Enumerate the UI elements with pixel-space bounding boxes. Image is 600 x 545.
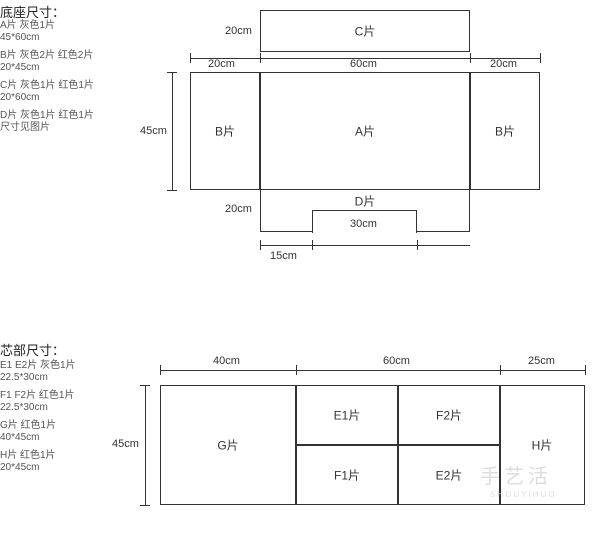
spec-d-line2: 尺寸见图片 [0,122,94,134]
dimline-bottom-left [145,385,146,505]
tick-t4 [540,53,541,63]
spec-h: H片 红色1片 20*45cm [0,450,56,474]
watermark-sub: SHOUYIHUO [490,490,556,499]
spec-a-line1: A片 灰色1片 [0,20,55,32]
spec-e: E1 E2片 灰色1片 22.5*30cm [0,360,76,384]
label-e2: E2片 [436,467,463,484]
label-b-left: B片 [215,123,235,140]
tick-bt4 [585,365,586,375]
spec-b-line1: B片 灰色2片 红色2片 [0,50,93,62]
spec-c-line1: C片 灰色1片 红色1片 [0,80,94,92]
spec-c: C片 灰色1片 红色1片 20*60cm [0,80,94,104]
tick-db3 [417,240,418,250]
watermark-main: 手艺活 [480,460,552,489]
spec-e-line2: 22.5*30cm [0,372,76,384]
tick-t2 [260,53,261,63]
spec-f-line1: F1 F2片 红色1片 [0,390,74,402]
bottom-section-title: 芯部尺寸： [0,340,65,359]
dim-w-left: 40cm [213,355,240,367]
dimline-bottom-top [160,370,585,371]
dimline-left45 [172,72,173,190]
label-d: D片 [355,193,376,210]
tick-bt1 [160,365,161,375]
dim-bottom-height: 45cm [112,438,139,450]
dim-w-right: 25cm [528,355,555,367]
spec-b-line2: 20*45cm [0,62,93,74]
spec-g-line1: G片 红色1片 [0,420,56,432]
spec-b: B片 灰色2片 红色2片 20*45cm [0,50,93,74]
spec-d: D片 灰色1片 红色1片 尺寸见图片 [0,110,94,134]
spec-f: F1 F2片 红色1片 22.5*30cm [0,390,74,414]
dim-side-height: 45cm [140,125,167,137]
tick-l2 [167,190,177,191]
spec-h-line2: 20*45cm [0,462,56,474]
tick-bl1 [140,385,150,386]
dim-top-center: 60cm [350,58,377,70]
spec-g: G片 红色1片 40*45cm [0,420,56,444]
dimline-d-bottom [260,245,470,246]
dim-c-height: 20cm [225,25,252,37]
tick-bt2 [296,365,297,375]
spec-a: A片 灰色1片 45*60cm [0,20,55,44]
dim-w-center: 60cm [383,355,410,367]
spec-f-line2: 22.5*30cm [0,402,74,414]
label-c: C片 [355,23,376,40]
spec-d-line1: D片 灰色1片 红色1片 [0,110,94,122]
tick-l1 [167,72,177,73]
top-section-title: 底座尺寸： [0,2,65,21]
label-b-right: B片 [495,123,515,140]
label-a: A片 [355,123,375,140]
tick-bl2 [140,505,150,506]
tick-bt3 [500,365,501,375]
spec-c-line2: 20*60cm [0,92,94,104]
label-h: H片 [532,437,553,454]
dim-top-right: 20cm [490,58,517,70]
tick-t3 [470,53,471,63]
spec-g-line2: 40*45cm [0,432,56,444]
tick-db2 [312,240,313,250]
label-f1: F1片 [334,467,360,484]
spec-h-line1: H片 红色1片 [0,450,56,462]
dim-d-cut: 30cm [350,218,377,230]
spec-a-line2: 45*60cm [0,32,55,44]
dim-d-height: 20cm [225,203,252,215]
tick-db1 [260,240,261,250]
dim-d-side: 15cm [270,250,297,262]
spec-e-line1: E1 E2片 灰色1片 [0,360,76,372]
tick-t1 [190,53,191,63]
label-g: G片 [217,437,238,454]
dim-top-left: 20cm [208,58,235,70]
label-f2: F2片 [436,407,462,424]
label-e1: E1片 [334,407,361,424]
